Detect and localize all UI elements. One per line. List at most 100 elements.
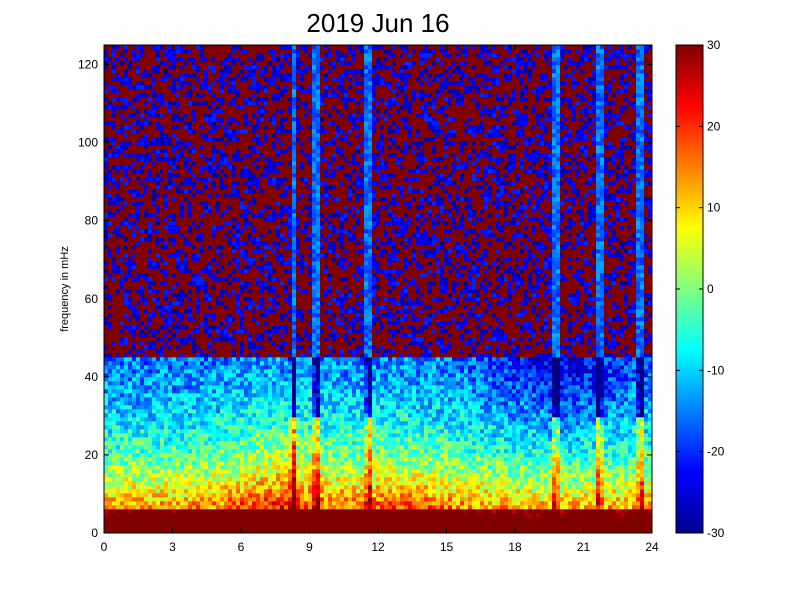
heatmap-cell <box>140 185 145 190</box>
heatmap-cell <box>260 301 265 306</box>
heatmap-cell <box>176 473 181 478</box>
heatmap-cell <box>264 157 269 162</box>
heatmap-cell <box>200 393 205 398</box>
heatmap-cell <box>120 65 125 70</box>
heatmap-cell <box>200 249 205 254</box>
heatmap-cell <box>144 301 149 306</box>
heatmap-cell <box>256 85 261 90</box>
heatmap-cell <box>164 489 169 494</box>
heatmap-cell <box>184 365 189 370</box>
heatmap-cell <box>116 417 121 422</box>
heatmap-cell <box>108 501 113 506</box>
heatmap-cell <box>264 417 269 422</box>
heatmap-cell <box>172 49 177 54</box>
heatmap-cell <box>220 473 225 478</box>
heatmap-cell <box>116 173 121 178</box>
heatmap-cell <box>152 525 157 530</box>
heatmap-cell <box>204 93 209 98</box>
heatmap-cell <box>252 61 257 66</box>
heatmap-cell <box>204 513 209 518</box>
heatmap-cell <box>192 201 197 206</box>
heatmap-cell <box>264 197 269 202</box>
heatmap-cell <box>160 109 165 114</box>
heatmap-cell <box>104 341 109 346</box>
heatmap-cell <box>208 313 213 318</box>
heatmap-cell <box>236 153 241 158</box>
heatmap-cell <box>248 329 253 334</box>
heatmap-cell <box>220 53 225 58</box>
heatmap-cell <box>120 157 125 162</box>
heatmap-cell <box>204 65 209 70</box>
heatmap-cell <box>128 161 133 166</box>
heatmap-cell <box>124 209 129 214</box>
heatmap-cell <box>256 417 261 422</box>
heatmap-cell <box>216 129 221 134</box>
heatmap-cell <box>216 197 221 202</box>
heatmap-cell <box>224 85 229 90</box>
heatmap-cell <box>168 449 173 454</box>
heatmap-cell <box>232 45 237 50</box>
heatmap-cell <box>260 377 265 382</box>
heatmap-cell <box>112 169 117 174</box>
heatmap-cell <box>196 245 201 250</box>
heatmap-cell <box>220 65 225 70</box>
heatmap-cell <box>244 457 249 462</box>
heatmap-cell <box>112 473 117 478</box>
heatmap-cell <box>176 361 181 366</box>
heatmap-cell <box>160 257 165 262</box>
heatmap-cell <box>136 425 141 430</box>
heatmap-cell <box>200 397 205 402</box>
heatmap-cell <box>260 97 265 102</box>
heatmap-cell <box>192 153 197 158</box>
heatmap-cell <box>172 149 177 154</box>
heatmap-cell <box>104 61 109 66</box>
heatmap-cell <box>236 501 241 506</box>
heatmap-cell <box>196 61 201 66</box>
heatmap-cell <box>256 385 261 390</box>
heatmap-cell <box>232 397 237 402</box>
heatmap-cell <box>140 165 145 170</box>
heatmap-cell <box>220 241 225 246</box>
heatmap-cell <box>224 261 229 266</box>
heatmap-cell <box>252 509 257 514</box>
heatmap-cell <box>204 345 209 350</box>
heatmap-cell <box>144 281 149 286</box>
heatmap-cell <box>140 529 145 534</box>
heatmap-cell <box>140 313 145 318</box>
heatmap-cell <box>192 485 197 490</box>
heatmap-cell <box>196 257 201 262</box>
heatmap-cell <box>164 157 169 162</box>
heatmap-cell <box>228 357 233 362</box>
heatmap-cell <box>196 65 201 70</box>
heatmap-cell <box>192 501 197 506</box>
heatmap-cell <box>104 457 109 462</box>
heatmap-cell <box>188 161 193 166</box>
heatmap-cell <box>124 417 129 422</box>
heatmap-cell <box>128 245 133 250</box>
heatmap-cell <box>260 165 265 170</box>
heatmap-cell <box>184 117 189 122</box>
heatmap-cell <box>200 441 205 446</box>
heatmap-cell <box>168 173 173 178</box>
heatmap-cell <box>264 249 269 254</box>
heatmap-cell <box>128 189 133 194</box>
heatmap-cell <box>160 377 165 382</box>
heatmap-cell <box>104 309 109 314</box>
heatmap-cell <box>176 137 181 142</box>
heatmap-cell <box>240 469 245 474</box>
heatmap-cell <box>228 381 233 386</box>
heatmap-cell <box>192 53 197 58</box>
heatmap-cell <box>136 389 141 394</box>
heatmap-cell <box>116 481 121 486</box>
heatmap-cell <box>148 117 153 122</box>
heatmap-cell <box>232 345 237 350</box>
heatmap-cell <box>260 109 265 114</box>
heatmap-cell <box>188 337 193 342</box>
heatmap-cell <box>188 493 193 498</box>
heatmap-cell <box>264 345 269 350</box>
heatmap-cell <box>256 353 261 358</box>
heatmap-cell <box>176 205 181 210</box>
heatmap-cell <box>192 221 197 226</box>
heatmap-cell <box>152 461 157 466</box>
heatmap-cell <box>112 253 117 258</box>
